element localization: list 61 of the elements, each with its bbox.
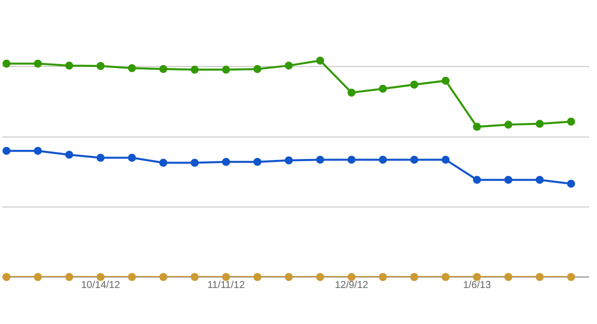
point <box>2 146 10 155</box>
point <box>2 273 10 281</box>
point <box>222 273 230 281</box>
point <box>128 64 136 72</box>
point <box>284 156 293 164</box>
point <box>504 273 512 281</box>
point <box>410 273 418 281</box>
x-tick-label: 1/6/13 <box>463 280 492 291</box>
point <box>348 273 356 281</box>
point <box>2 60 10 68</box>
point <box>316 156 324 164</box>
point <box>410 80 418 89</box>
point <box>34 146 42 155</box>
point <box>472 176 481 184</box>
point <box>504 176 512 184</box>
point <box>65 150 74 159</box>
x-tick-label: 11/11/12 <box>207 280 246 291</box>
point <box>536 273 544 281</box>
point <box>128 273 136 281</box>
point <box>284 273 293 281</box>
point <box>567 273 576 281</box>
point <box>348 88 356 97</box>
point <box>159 65 168 74</box>
point <box>472 122 481 131</box>
point <box>567 180 576 188</box>
point <box>378 84 387 93</box>
point <box>65 62 74 70</box>
point <box>378 156 387 164</box>
point <box>472 273 481 281</box>
point <box>65 273 74 281</box>
point <box>316 273 324 281</box>
x-tick-label: 12/9/12 <box>334 280 369 291</box>
point <box>316 56 324 65</box>
point <box>567 118 576 126</box>
point <box>504 120 512 129</box>
point <box>96 273 105 281</box>
point <box>34 60 42 68</box>
point <box>222 158 230 166</box>
point <box>34 273 42 281</box>
point <box>253 158 262 166</box>
point <box>128 154 136 162</box>
point <box>253 273 262 281</box>
point <box>96 62 105 70</box>
point <box>190 273 199 281</box>
point <box>442 273 450 281</box>
x-tick-label: 10/14/12 <box>81 280 120 291</box>
point <box>159 273 168 281</box>
point <box>159 158 168 167</box>
point <box>253 65 262 74</box>
point <box>536 176 544 184</box>
point <box>410 156 418 164</box>
point <box>284 62 293 70</box>
point <box>348 156 356 164</box>
point <box>442 156 450 164</box>
point <box>96 154 105 162</box>
point <box>222 66 230 74</box>
point <box>190 66 199 74</box>
point <box>536 120 544 128</box>
point <box>190 158 199 167</box>
point <box>378 273 387 281</box>
point <box>442 76 450 85</box>
